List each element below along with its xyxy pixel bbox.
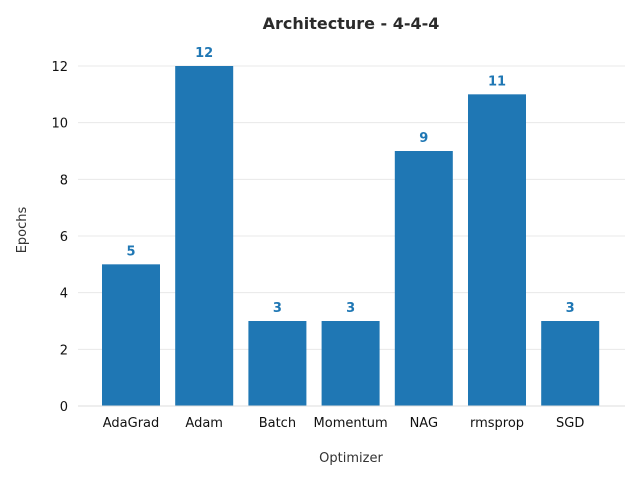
- grid-lines: [78, 65, 625, 350]
- data-label-nag: 9: [419, 131, 428, 146]
- data-labels: 5 12 3 3 9 11 3: [126, 46, 574, 316]
- chart-title: Architecture - 4-4-4: [263, 14, 440, 33]
- data-label-momentum: 3: [346, 301, 355, 316]
- data-label-batch: 3: [273, 301, 282, 316]
- y-tick-label: 8: [60, 173, 68, 188]
- bar-sgd: [541, 321, 600, 406]
- data-label-rmsprop: 11: [488, 74, 506, 89]
- x-tick-label-adam: Adam: [185, 416, 223, 431]
- y-tick-label: 12: [51, 60, 68, 75]
- x-tick-label-rmsprop: rmsprop: [470, 416, 524, 431]
- y-tick-label: 0: [60, 400, 68, 415]
- data-label-adam: 12: [195, 46, 213, 61]
- bar-adagrad: [102, 264, 160, 406]
- data-label-adagrad: 5: [126, 244, 135, 259]
- bar-batch: [248, 321, 307, 406]
- y-axis-label: Epochs: [15, 206, 30, 253]
- bar-momentum: [321, 321, 380, 406]
- data-label-sgd: 3: [566, 301, 575, 316]
- x-tick-label-batch: Batch: [259, 416, 296, 431]
- y-axis-ticks: 0 2 4 6 8 10 12: [51, 60, 68, 415]
- y-tick-label: 10: [51, 117, 68, 132]
- x-tick-label-adagrad: AdaGrad: [103, 416, 160, 431]
- bar-adam: [175, 66, 234, 406]
- x-tick-label-momentum: Momentum: [314, 416, 388, 431]
- y-tick-label: 4: [60, 287, 68, 302]
- y-tick-label: 2: [60, 343, 68, 358]
- x-axis-label: Optimizer: [319, 451, 383, 466]
- bar-rmsprop: [468, 94, 526, 406]
- y-tick-label: 6: [60, 230, 68, 245]
- bar-nag: [394, 151, 453, 406]
- x-tick-label-sgd: SGD: [556, 416, 584, 431]
- x-tick-label-nag: NAG: [410, 416, 438, 431]
- x-axis-ticks: AdaGrad Adam Batch Momentum NAG rmsprop SGD: [103, 416, 585, 431]
- bars: [102, 66, 600, 406]
